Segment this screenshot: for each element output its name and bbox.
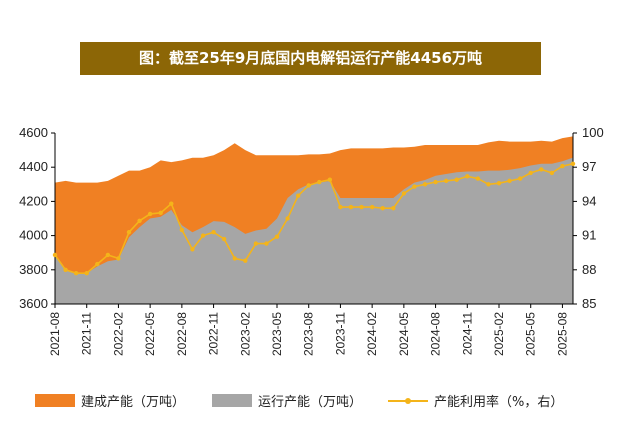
legend-label-running: 运行产能（万吨） [258, 394, 363, 410]
utilization-point [126, 229, 132, 235]
x-tick-label: 2024-05 [397, 312, 411, 356]
utilization-point [517, 176, 523, 181]
utilization-point [348, 204, 354, 210]
utilization-point [169, 201, 174, 206]
running-capacity-area [55, 157, 573, 304]
x-tick-label: 2022-02 [111, 312, 125, 356]
utilization-point [116, 256, 121, 261]
utilization-point [147, 211, 153, 217]
utilization-point [221, 236, 227, 242]
utilization-point [422, 182, 428, 187]
utilization-point [158, 210, 163, 215]
x-tick-label: 2022-05 [143, 312, 157, 356]
utilization-point [528, 170, 533, 176]
utilization-point [105, 252, 111, 258]
utilization-point [327, 177, 333, 182]
legend-label-utilization: 产能利用率（%，右） [434, 394, 564, 410]
legend-swatch-built [35, 393, 75, 407]
utilization-point [190, 247, 195, 252]
y-right-tick-label: 91 [582, 228, 596, 243]
axes-layer [51, 132, 577, 308]
area-layer [55, 136, 573, 304]
x-tick-label: 2023-05 [270, 312, 284, 356]
chart-canvas: 3600 3800 4000 4200 4400 4600 85 88 91 94 97 100 202… [19, 125, 604, 356]
utilization-point [507, 178, 512, 184]
y-right-tick-label: 85 [582, 296, 596, 311]
utilization-point [211, 229, 216, 235]
utilization-point [391, 206, 396, 211]
x-tick-label: 2022-08 [175, 312, 189, 356]
utilization-point [433, 179, 438, 185]
tick-label-layer: 3600 3800 4000 4200 4400 4600 85 88 91 94 97 100 202… [19, 125, 604, 356]
utilization-point [306, 183, 311, 188]
x-tick-label: 2024-08 [429, 312, 443, 356]
legend-item-built-capacity: 建成产能（万吨） [35, 388, 185, 412]
y-left-tick-label: 4000 [19, 228, 48, 243]
utilization-point [338, 204, 343, 210]
y-right-tick-label: 97 [582, 159, 596, 174]
x-tick-label: 2023-11 [333, 312, 347, 355]
x-tick-label: 2023-08 [302, 312, 316, 356]
legend-swatch-running [212, 393, 252, 407]
utilization-point [295, 193, 301, 198]
chart-title: 图：截至25年9月底国内电解铝运行产能4456万吨 [80, 42, 541, 75]
x-tick-label: 2025-02 [492, 312, 506, 356]
utilization-point [465, 174, 470, 179]
legend-item-utilization: 产能利用率（%，右） [388, 388, 563, 412]
utilization-point [359, 204, 364, 210]
x-tick-label: 2022-11 [207, 312, 221, 355]
x-tick-label: 2021-11 [80, 312, 94, 355]
y-left-tick-label: 3800 [19, 262, 48, 277]
legend-swatch-utilization [388, 394, 428, 407]
legend-item-running-capacity: 运行产能（万吨） [212, 388, 362, 412]
utilization-point [253, 241, 259, 246]
utilization-point [539, 167, 544, 172]
utilization-point [369, 204, 375, 210]
y-left-tick-label: 3600 [19, 296, 48, 311]
utilization-point [274, 234, 280, 239]
utilization-point [443, 178, 449, 184]
utilization-point [380, 206, 385, 211]
utilization-point [200, 233, 206, 238]
utilization-point [285, 216, 290, 221]
utilization-point [73, 271, 79, 276]
y-right-tick-label: 94 [582, 193, 596, 208]
y-left-tick-label: 4400 [19, 159, 48, 174]
utilization-point [317, 179, 322, 185]
utilization-point [412, 184, 417, 189]
utilization-point [486, 182, 491, 187]
utilization-line-layer [52, 161, 576, 276]
x-tick-label: 2025-08 [555, 312, 569, 356]
y-right-tick-label: 100 [582, 125, 604, 140]
utilization-point [570, 161, 576, 166]
utilization-point [496, 180, 502, 186]
x-tick-label: 2024-02 [365, 312, 379, 356]
utilization-point [232, 256, 237, 261]
utilization-point [454, 177, 459, 182]
y-left-tick-label: 4600 [19, 125, 48, 140]
utilization-point [84, 271, 89, 276]
utilization-point [95, 261, 100, 267]
y-right-tick-label: 88 [582, 262, 596, 277]
utilization-point [52, 252, 58, 258]
utilization-point [243, 258, 248, 263]
y-left-tick-label: 4200 [19, 193, 48, 208]
utilization-point [264, 241, 269, 246]
utilization-point [179, 227, 185, 233]
x-tick-label: 2024-11 [460, 312, 474, 355]
utilization-point [549, 170, 555, 176]
utilization-point [475, 176, 481, 181]
utilization-point [401, 191, 407, 196]
legend-label-built: 建成产能（万吨） [81, 394, 186, 410]
x-tick-label: 2023-02 [238, 312, 252, 356]
legend: 建成产能（万吨） 运行产能（万吨） 产能利用率（%，右） [0, 388, 624, 412]
x-tick-label: 2021-08 [48, 312, 62, 356]
utilization-point [63, 267, 68, 272]
utilization-point [560, 163, 565, 169]
utilization-point [137, 218, 142, 223]
x-tick-label: 2025-05 [524, 312, 538, 356]
